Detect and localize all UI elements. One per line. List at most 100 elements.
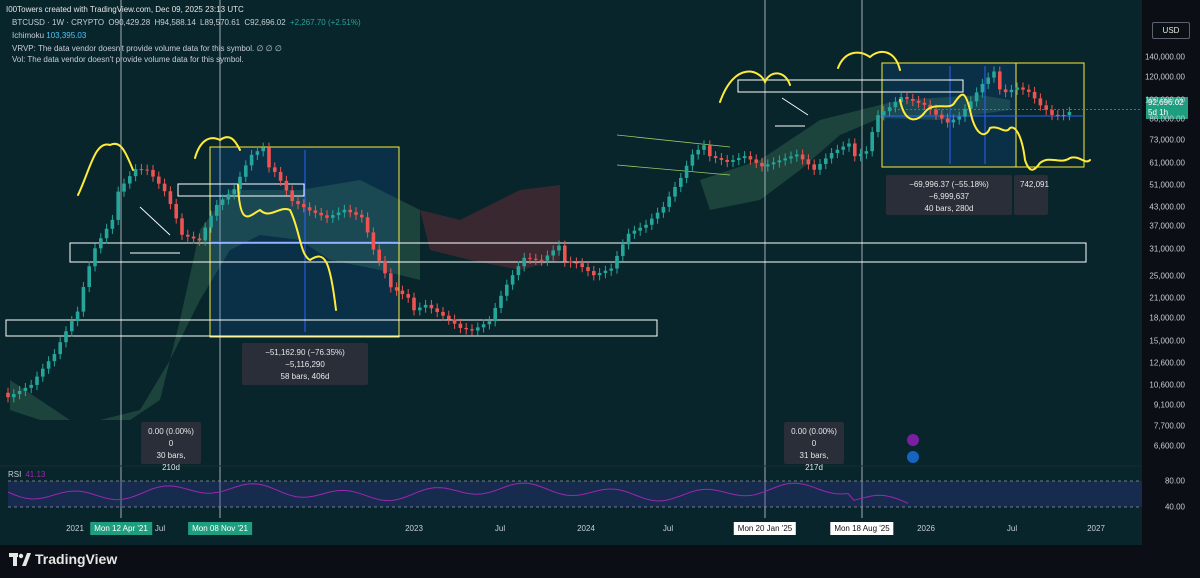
currency-button[interactable]: USD	[1152, 22, 1190, 39]
candle-body	[905, 97, 909, 99]
candle-body	[35, 376, 39, 385]
candle-body	[342, 209, 347, 213]
candle-body	[650, 218, 654, 225]
candle-body	[180, 218, 184, 235]
candle-body	[52, 354, 57, 362]
candle-body	[847, 143, 851, 147]
candle-body	[644, 224, 648, 228]
candle-body	[574, 262, 579, 264]
measure-box-extra[interactable]: 742,091	[1014, 175, 1049, 215]
candle-body	[290, 190, 294, 202]
candle-body	[435, 308, 439, 312]
candle-body	[336, 212, 341, 216]
candle-body	[128, 176, 132, 184]
vrvp-line[interactable]: VRVP: The data vendor doesn't provide vo…	[12, 44, 282, 53]
candle-body	[81, 287, 86, 312]
candle-body	[383, 260, 387, 274]
candle-body	[220, 199, 225, 205]
measure-box-2021[interactable]: 0.00 (0.00%) 0 30 bars, 210d	[141, 422, 201, 472]
candle-body	[592, 271, 596, 276]
close-value: C92,696.02	[244, 18, 286, 27]
measure-text: 0.00 (0.00%) 0	[791, 427, 837, 448]
rsi-label[interactable]: RSI 41.13	[8, 470, 45, 479]
candle-body	[789, 156, 793, 159]
y-tick-label: 86,000.00	[1149, 114, 1185, 124]
candle-body	[812, 164, 816, 170]
candle-body	[360, 214, 364, 218]
candle-body	[638, 227, 642, 231]
change-value: +2,267.70 (+2.51%)	[289, 18, 361, 27]
rsi-value: 41.13	[25, 470, 46, 479]
candle-body	[632, 230, 637, 234]
candle-body	[945, 118, 950, 123]
ichimoku-line[interactable]: Ichimoku 103,395.03	[12, 31, 86, 40]
x-highlight-label: Mon 12 Apr '21	[90, 522, 152, 535]
candle-body	[870, 132, 874, 152]
lightning-icon	[907, 434, 919, 446]
tradingview-icon	[9, 552, 31, 566]
rsi-level-label: 40.00	[1164, 502, 1185, 512]
candle-body	[940, 114, 944, 119]
x-tick-label: Jul	[1006, 524, 1018, 533]
candle-body	[1050, 110, 1054, 115]
hand-drawn-top-2025b	[837, 50, 901, 71]
candle-body	[626, 233, 631, 245]
measure-sub: 30 bars, 210d	[156, 451, 186, 472]
candle-body	[1009, 89, 1014, 93]
footer-bar	[0, 545, 1200, 578]
measure-box-2025[interactable]: 0.00 (0.00%) 0 31 bars, 217d	[784, 422, 844, 472]
candle-body	[545, 255, 550, 261]
hand-drawn-top-2021b	[194, 136, 241, 159]
candle-body	[951, 119, 956, 123]
candle-body	[319, 212, 323, 216]
low-value: L89,570.61	[200, 18, 241, 27]
candle-body	[655, 212, 660, 219]
ichimoku-label: Ichimoku	[12, 31, 45, 40]
candle-body	[278, 171, 283, 181]
candle-body	[249, 154, 254, 166]
candle-body	[864, 151, 869, 154]
y-tick-label: 37,000.00	[1149, 221, 1185, 231]
candle-body	[522, 257, 526, 267]
candle-body	[29, 384, 33, 388]
current-price-tag: 92,696.02 5d 1h	[1146, 97, 1188, 119]
candle-body	[93, 248, 97, 267]
x-tick-label: 2026	[917, 524, 935, 533]
measure-box-2022[interactable]: −51,162.90 (−76.35%) −5,116,290 58 bars,…	[242, 343, 368, 385]
credit-line: I00Towers created with TradingView.com, …	[6, 5, 244, 14]
candle-body	[215, 204, 219, 216]
measure-box-2026[interactable]: −69,996.37 (−55.18%) −6,999,637 40 bars,…	[886, 175, 1012, 215]
candle-body	[510, 275, 515, 285]
hand-drawn-top-2025a	[719, 70, 791, 103]
y-tick-label: 140,000.00	[1144, 52, 1185, 62]
candle-body	[406, 294, 410, 298]
y-tick-label: 25,000.00	[1149, 271, 1185, 281]
candle-body	[516, 266, 521, 276]
candle-body	[800, 154, 805, 160]
candle-body	[551, 250, 555, 256]
measure-text: −69,996.37 (−55.18%) −6,999,637	[909, 180, 989, 201]
candle-body	[238, 176, 242, 190]
candle-body	[615, 255, 619, 269]
ichimoku-cloud-green	[10, 180, 420, 420]
vol-line[interactable]: Vol: The data vendor doesn't provide vol…	[12, 55, 244, 64]
candle-body	[835, 149, 840, 153]
zone-rect-17k	[5, 319, 658, 337]
candle-body	[186, 234, 190, 237]
candle-body	[1021, 87, 1025, 90]
symbol-name[interactable]: BTCUSD · 1W · CRYPTO	[12, 18, 105, 27]
candle-body	[580, 263, 584, 268]
symbol-line: BTCUSD · 1W · CRYPTO O90,429.28 H94,588.…	[12, 18, 363, 27]
brand-logo[interactable]: TradingView	[9, 551, 117, 567]
candle-body	[684, 165, 689, 178]
candle-body	[1061, 115, 1066, 117]
candle-body	[476, 327, 480, 331]
candle-body	[168, 191, 173, 205]
candle-body	[1027, 89, 1031, 92]
candle-body	[313, 210, 318, 213]
x-tick-label: Jul	[662, 524, 674, 533]
candle-body	[46, 361, 51, 369]
candle-body	[70, 321, 74, 332]
measure-rect-2025	[881, 62, 1017, 168]
